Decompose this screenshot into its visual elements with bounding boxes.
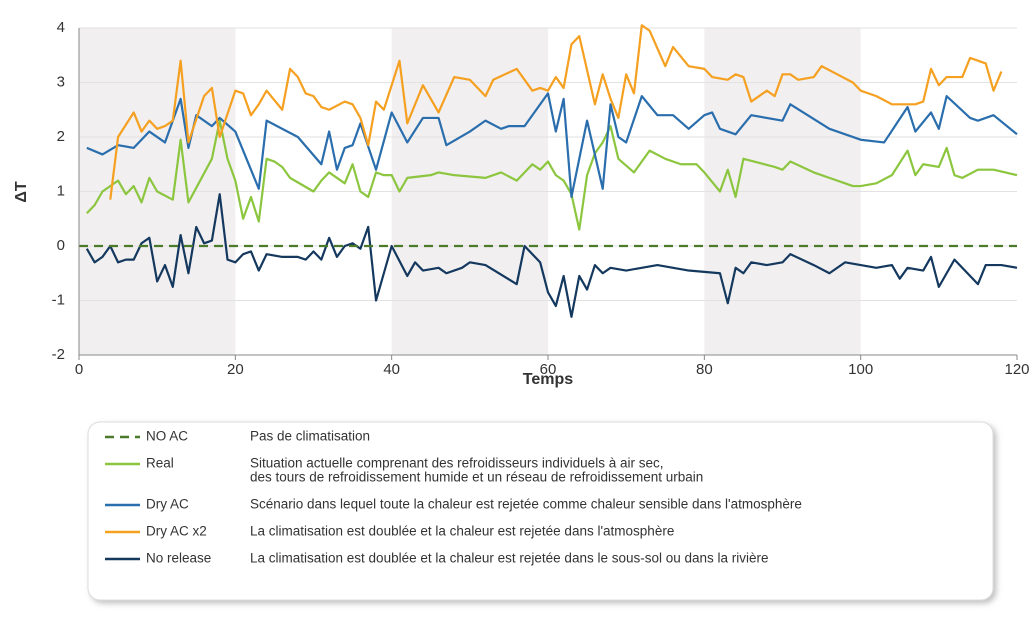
series-line [86,92,1018,199]
series-line [109,24,1003,200]
legend-description: La climatisation est doublée et la chale… [250,551,769,566]
y-tick-label: 0 [57,237,65,254]
series-line [86,119,1018,231]
x-axis-label: Temps [523,371,573,388]
legend: NO AC Pas de climatisation Real Situation a… [105,429,802,566]
legend-label: NO AC [146,429,188,444]
x-tick-label: 60 [540,361,557,378]
x-tick-label: 80 [696,361,713,378]
legend-description: Situation actuelle comprenant des refroi… [250,456,663,471]
x-tick-label: 100 [848,361,873,378]
x-tick-label: 120 [1004,361,1029,378]
y-tick-label: 3 [57,73,65,90]
series-line [85,193,1018,318]
x-tick-label: 20 [227,361,244,378]
legend-label: Dry AC x2 [146,524,207,539]
y-tick-label: 4 [57,19,65,36]
legend-label: No release [146,551,211,566]
legend-box [87,421,994,601]
y-tick-label: -2 [52,346,65,363]
legend-description: Scénario dans lequel toute la chaleur es… [250,497,802,512]
y-axis-label: ΔT [13,181,30,203]
legend-description: Pas de climatisation [250,429,370,444]
legend-description: La climatisation est doublée et la chale… [250,524,674,539]
legend-description: des tours de refroidissement humide et u… [250,470,703,485]
y-tick-label: 1 [57,182,65,199]
legend-label: Dry AC [146,497,189,512]
lines [79,24,1018,318]
x-tick-label: 40 [383,361,400,378]
x-tick-label: 0 [75,361,83,378]
y-tick-label: 2 [57,128,65,145]
y-tick-label: -1 [52,291,65,308]
legend-label: Real [146,456,174,471]
